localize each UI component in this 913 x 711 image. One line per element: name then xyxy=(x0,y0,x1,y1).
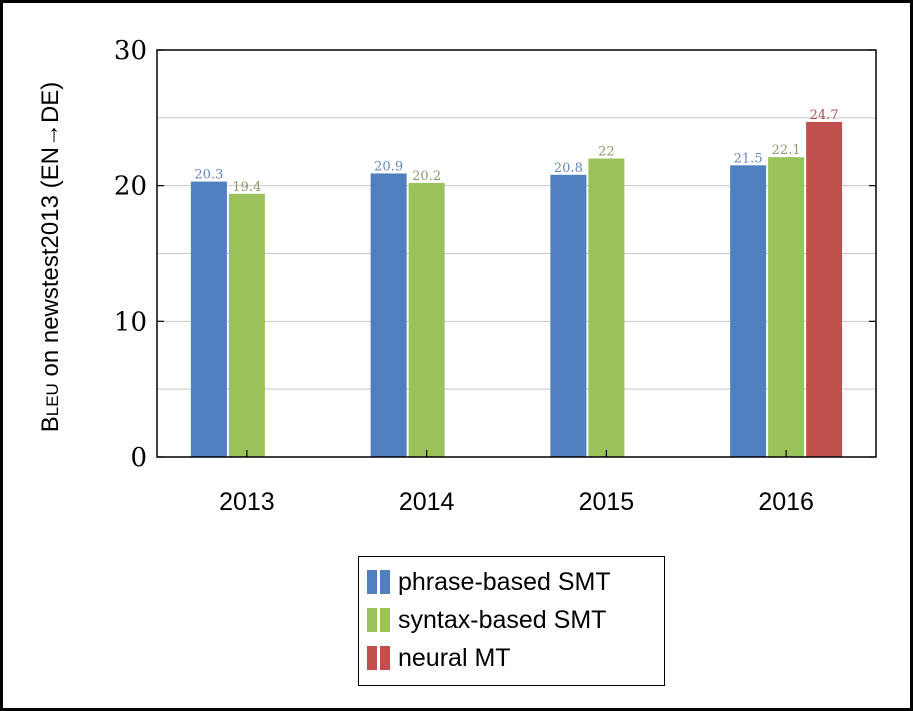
legend-label-neural-mt: neural MT xyxy=(398,643,511,672)
bar xyxy=(190,181,227,457)
x-tick-label: 2015 xyxy=(579,488,635,516)
data-label: 24.7 xyxy=(810,108,839,123)
data-label: 20.3 xyxy=(194,168,223,183)
legend-swatch-syntax-based xyxy=(367,608,390,632)
y-tick-label: 30 xyxy=(114,36,147,66)
x-tick-label: 2016 xyxy=(758,488,814,516)
data-label: 22 xyxy=(598,145,615,160)
legend-swatch-bar xyxy=(367,570,377,594)
legend-swatch-phrase-based xyxy=(367,570,390,594)
bar xyxy=(408,182,445,457)
data-label: 20.2 xyxy=(412,169,441,184)
legend-swatch-bar xyxy=(367,646,377,670)
bars xyxy=(190,121,843,458)
legend-label-phrase-based: phrase-based SMT xyxy=(398,567,611,596)
data-label: 20.8 xyxy=(554,161,583,176)
bar xyxy=(550,174,587,457)
x-tick-label: 2014 xyxy=(399,488,455,516)
data-label: 21.5 xyxy=(734,151,763,166)
bar xyxy=(730,165,767,458)
y-axis-title: Bleu on newstest2013 (EN→DE) xyxy=(37,82,64,433)
plot-frame xyxy=(156,49,877,458)
bar xyxy=(370,173,407,457)
bar xyxy=(806,121,843,458)
legend-swatch-bar xyxy=(380,608,390,632)
data-labels: 20.3 19.4 20.9 20.2 20.8 22 21.5 22.1 24.7 xyxy=(194,108,838,195)
legend-swatch-neural-mt xyxy=(367,646,390,670)
legend-swatch-bar xyxy=(367,608,377,632)
y-tick-label: 10 xyxy=(114,307,147,337)
legend-item-phrase-based: phrase-based SMT xyxy=(367,563,664,601)
legend: phrase-based SMT syntax-based SMT neural… xyxy=(358,556,665,686)
bar xyxy=(228,193,265,457)
legend-swatch-bar xyxy=(380,570,390,594)
axes: 0 10 20 30 2013 2014 2015 2016 xyxy=(114,36,877,516)
x-tick-label: 2013 xyxy=(219,488,275,516)
y-axis-title-rest: on newstest2013 (EN→DE) xyxy=(37,82,64,377)
data-label: 20.9 xyxy=(374,159,403,174)
legend-item-syntax-based: syntax-based SMT xyxy=(367,601,664,639)
bar xyxy=(588,158,625,458)
bar xyxy=(768,157,805,457)
legend-item-neural-mt: neural MT xyxy=(367,639,664,677)
legend-label-syntax-based: syntax-based SMT xyxy=(398,605,607,634)
y-tick-label: 20 xyxy=(114,172,147,202)
data-label: 19.4 xyxy=(232,180,261,195)
legend-swatch-bar xyxy=(380,646,390,670)
y-tick-label: 0 xyxy=(130,443,147,473)
y-axis-title-prefix: Bleu xyxy=(37,377,64,433)
data-label: 22.1 xyxy=(772,143,801,158)
